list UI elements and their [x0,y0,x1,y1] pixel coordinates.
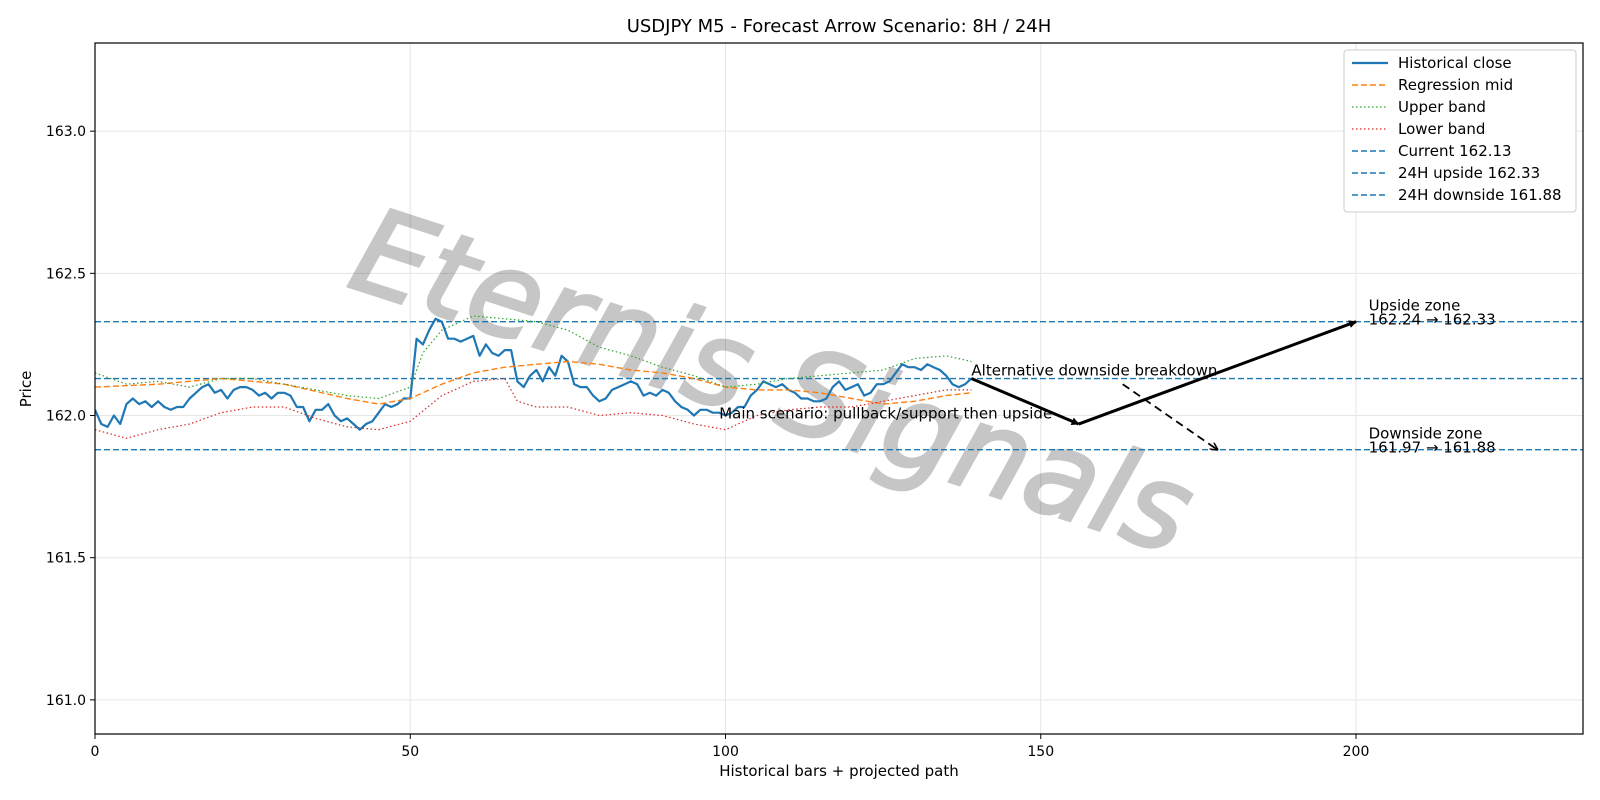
main-scenario-label: Main scenario: pullback/support then ups… [719,404,1052,422]
arrow-main-path-leg-1 [970,377,1080,426]
x-tick-label: 0 [91,744,100,760]
y-axis-label: Price [17,371,35,408]
y-tick-label: 161.0 [46,693,86,709]
arrow-alt-path [1122,383,1218,449]
y-tick-label: 163.0 [46,124,86,140]
legend: Historical close Regression mid Upper band… [1343,49,1577,213]
series-line-upper-band [95,315,972,400]
legend-label-current-162-13: Current 162.13 [1398,142,1512,160]
alt-scenario-label: Alternative downside breakdown [971,362,1217,380]
series-line-historical-close [95,317,973,431]
upside-zone-label: Upside zone [1369,296,1461,314]
forecast-arrows [970,320,1357,450]
downside-zone-label: Downside zone [1369,424,1483,442]
x-axis-ticks: 0 50 100 150 200 [91,734,1370,760]
x-axis-label: Historical bars + projected path [719,762,959,780]
x-tick-label: 200 [1343,744,1370,760]
legend-box [1343,49,1577,213]
y-tick-label: 162.5 [46,266,86,282]
upside-zone-range: 162.24 → 162.33 [1369,311,1496,329]
series-line-regression-mid [95,360,972,405]
y-tick-label: 161.5 [46,551,86,567]
legend-label-24h-downside-161-88: 24H downside 161.88 [1398,186,1562,204]
x-tick-label: 100 [712,744,739,760]
legend-label-24h-upside-162-33: 24H upside 162.33 [1398,164,1540,182]
annotations: Main scenario: pullback/support then ups… [719,296,1496,456]
x-tick-label: 150 [1027,744,1054,760]
chart-title: USDJPY M5 - Forecast Arrow Scenario: 8H … [627,16,1052,37]
plot-frame [94,42,1584,735]
y-tick-label: 162.0 [46,409,86,425]
legend-label-historical-close: Historical close [1398,54,1512,72]
series [95,315,973,439]
arrow-main-path-leg-2 [1078,320,1357,426]
legend-label-upper-band: Upper band [1398,98,1486,116]
y-axis-ticks: 161.0 161.5 162.0 162.5 163.0 [46,124,95,709]
legend-label-lower-band: Lower band [1398,120,1485,138]
x-tick-label: 50 [401,744,419,760]
series-line-lower-band [95,377,972,439]
legend-label-regression-mid: Regression mid [1398,76,1513,94]
downside-zone-range: 161.97 → 161.88 [1369,438,1496,456]
reference-lines [95,320,1583,451]
